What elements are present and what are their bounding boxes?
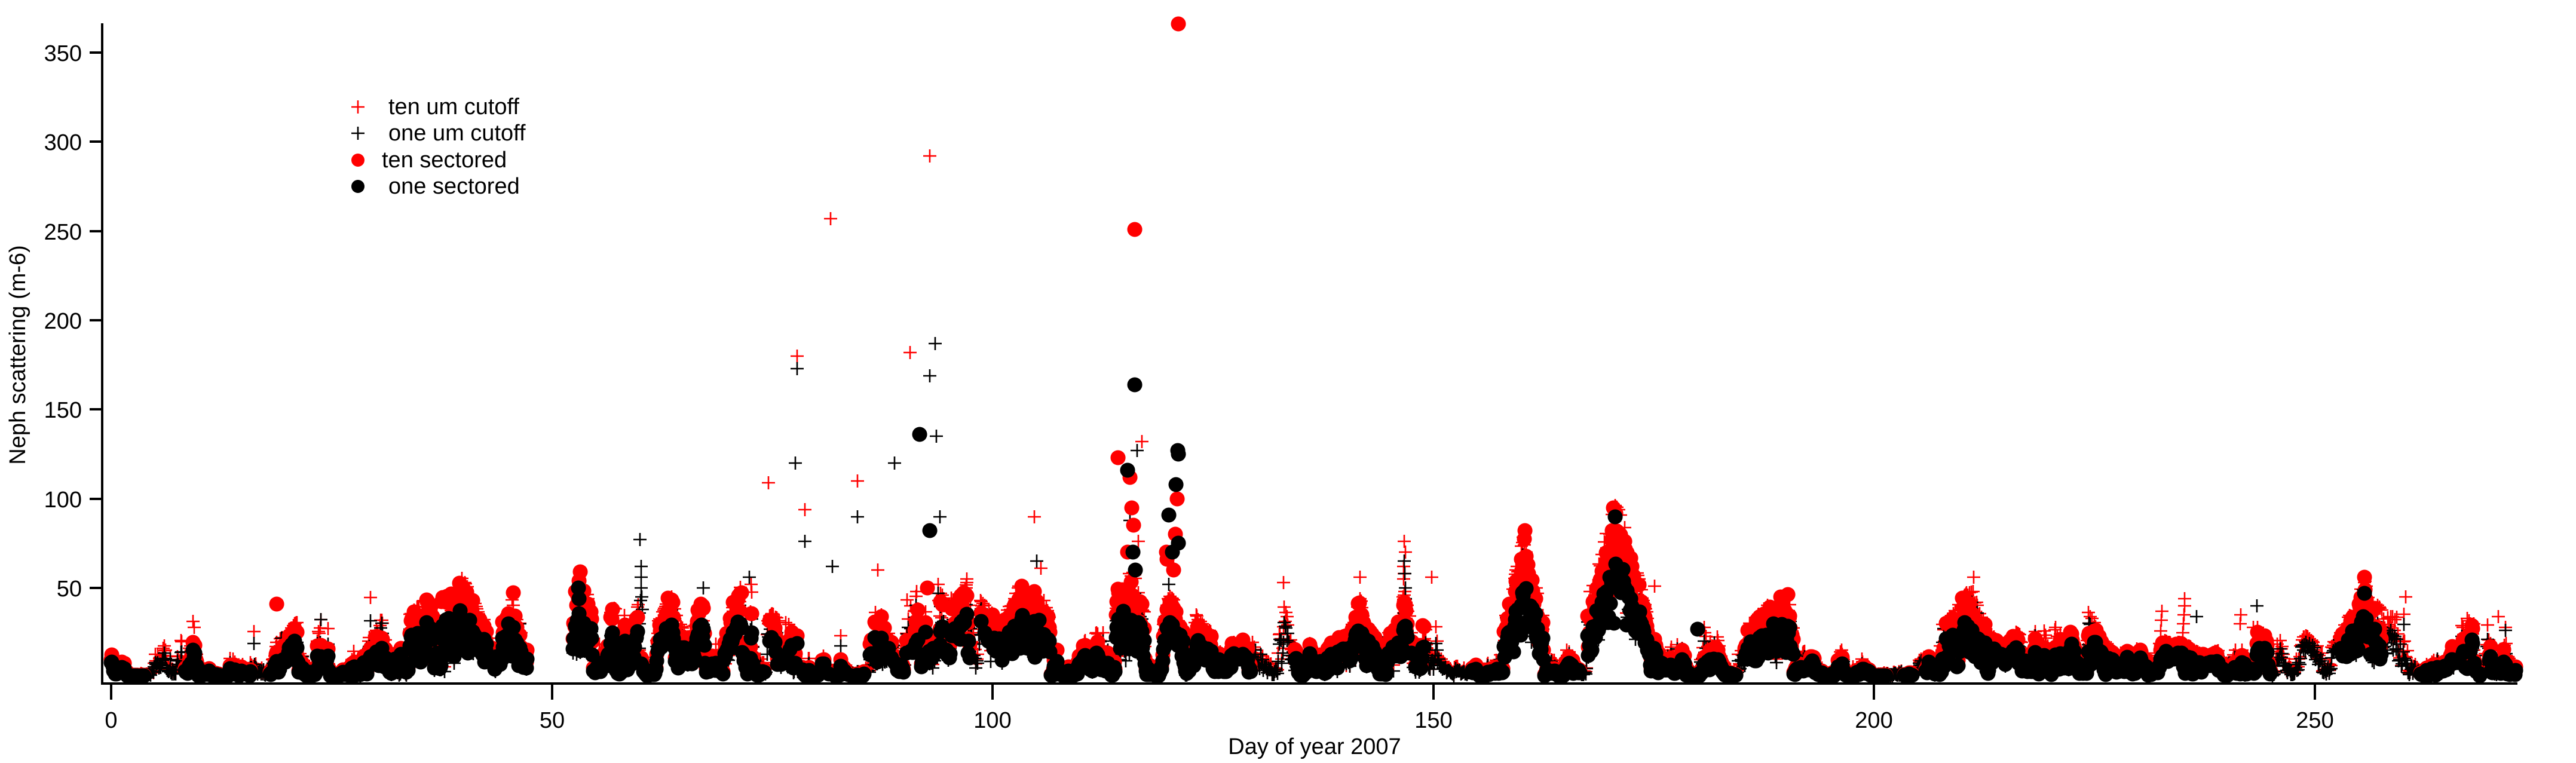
- svg-text:250: 250: [44, 220, 82, 245]
- svg-text:50: 50: [57, 577, 82, 602]
- svg-text:100: 100: [973, 708, 1011, 733]
- svg-text:0: 0: [105, 708, 117, 733]
- svg-text:200: 200: [44, 309, 82, 334]
- svg-text:50: 50: [540, 708, 565, 733]
- svg-text:ten um cutoff: ten um cutoff: [388, 94, 519, 119]
- svg-text:one sectored: one sectored: [388, 174, 520, 199]
- svg-text:200: 200: [1855, 708, 1892, 733]
- svg-text:350: 350: [44, 41, 82, 66]
- svg-text:150: 150: [44, 398, 82, 423]
- svg-text:250: 250: [2296, 708, 2333, 733]
- svg-text:one um cutoff: one um cutoff: [388, 121, 526, 146]
- svg-text:Neph scattering (m-6): Neph scattering (m-6): [5, 245, 30, 464]
- svg-text:300: 300: [44, 130, 82, 155]
- svg-text:ten sectored: ten sectored: [382, 148, 507, 173]
- svg-text:Day of year 2007: Day of year 2007: [1228, 734, 1401, 759]
- svg-text:150: 150: [1414, 708, 1452, 733]
- svg-text:100: 100: [44, 488, 82, 513]
